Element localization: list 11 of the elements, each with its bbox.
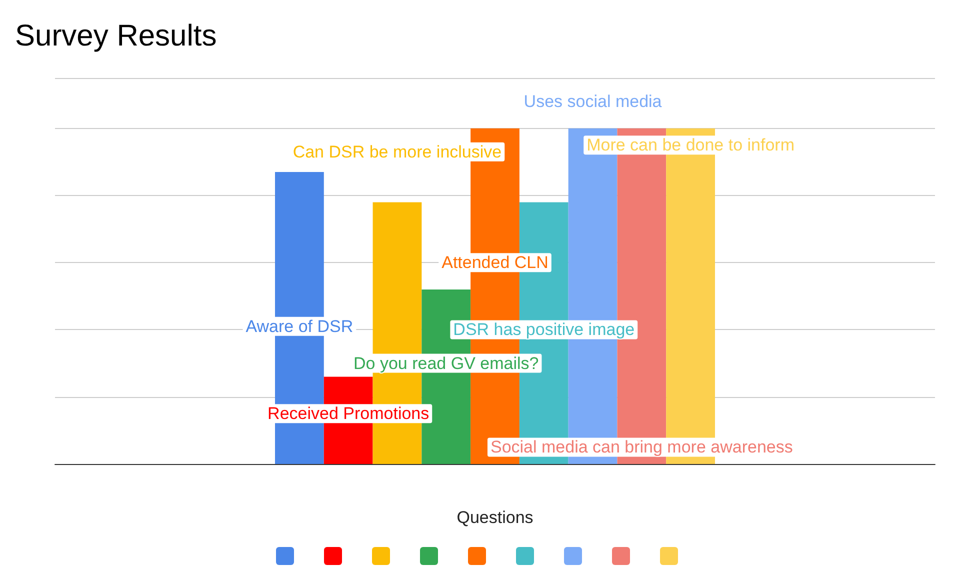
- series-label: Attended CLN: [442, 253, 548, 272]
- series-label: Aware of DSR: [246, 316, 354, 336]
- series-label: DSR has positive image: [453, 320, 635, 340]
- series-label: Social media can bring more awareness: [490, 438, 793, 457]
- text: Can DSR be more inclusive: [292, 142, 502, 162]
- chart-title: Survey Results: [15, 20, 217, 52]
- series-label: Received Promotions: [268, 404, 430, 424]
- x-axis-title: Questions: [456, 508, 534, 527]
- series-label: More can be done to inform: [586, 136, 795, 155]
- series-label: Do you read GV emails?: [354, 354, 539, 373]
- series-label: Uses social media: [524, 92, 662, 111]
